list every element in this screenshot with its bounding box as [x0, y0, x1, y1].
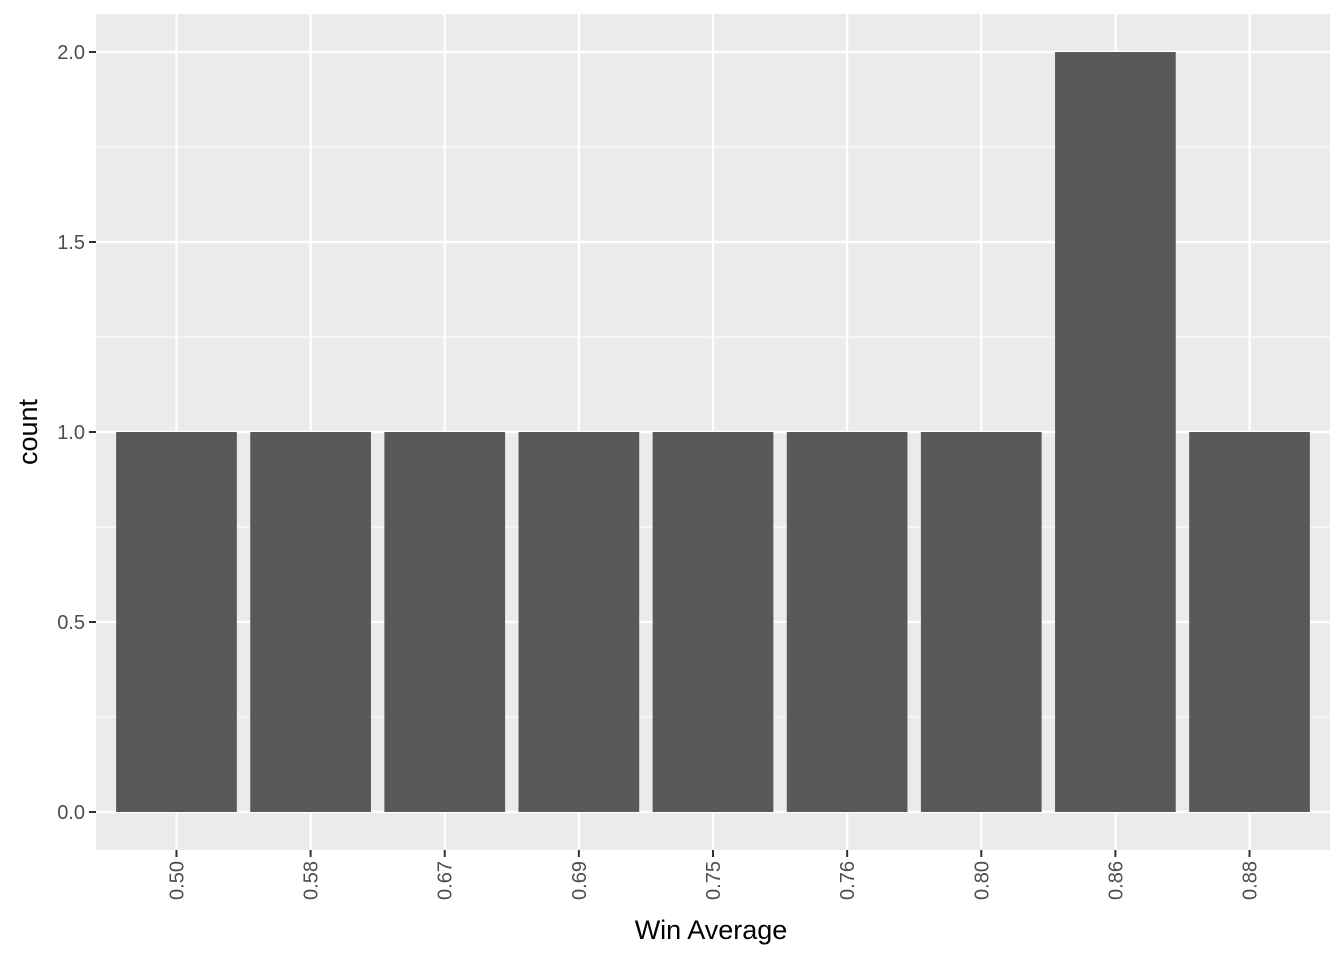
bar — [250, 432, 371, 812]
y-tick-label: 2.0 — [57, 42, 85, 64]
x-tick-label: 0.69 — [569, 861, 591, 900]
y-tick-label: 0.0 — [57, 802, 85, 824]
bar — [1055, 52, 1176, 812]
x-tick-label: 0.86 — [1105, 861, 1127, 900]
x-axis-title: Win Average — [635, 915, 788, 945]
bar — [384, 432, 506, 812]
x-tick-label: 0.50 — [166, 861, 188, 900]
y-tick-label: 1.5 — [57, 232, 85, 254]
x-tick-label: 0.88 — [1240, 861, 1262, 900]
y-axis-title: count — [13, 398, 43, 465]
x-tick-label: 0.58 — [301, 861, 323, 900]
bars — [116, 52, 1310, 812]
x-axis: 0.50 0.58 0.67 0.69 0.75 0.76 0.80 0.86 0.88 — [166, 850, 1262, 900]
bar — [1189, 432, 1310, 812]
bar — [786, 432, 908, 812]
bar — [652, 432, 774, 812]
y-tick-label: 0.5 — [57, 612, 85, 634]
x-tick-label: 0.75 — [703, 861, 725, 900]
x-tick-label: 0.76 — [837, 861, 859, 900]
x-tick-label: 0.80 — [971, 861, 993, 900]
y-axis: 0.0 0.5 1.0 1.5 2.0 — [57, 42, 96, 824]
x-tick-label: 0.67 — [435, 861, 457, 900]
bar — [920, 432, 1042, 812]
y-tick-label: 1.0 — [57, 422, 85, 444]
bar — [116, 432, 237, 812]
bar — [518, 432, 640, 812]
